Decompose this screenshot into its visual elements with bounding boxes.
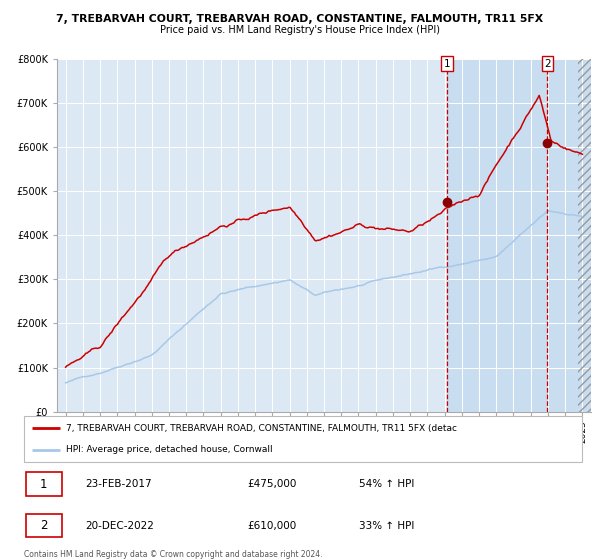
FancyBboxPatch shape xyxy=(26,473,62,496)
Text: 20-DEC-2022: 20-DEC-2022 xyxy=(85,521,154,530)
Text: £475,000: £475,000 xyxy=(247,479,296,489)
Text: 1: 1 xyxy=(40,478,47,491)
FancyBboxPatch shape xyxy=(26,514,62,538)
Text: 7, TREBARVAH COURT, TREBARVAH ROAD, CONSTANTINE, FALMOUTH, TR11 5FX: 7, TREBARVAH COURT, TREBARVAH ROAD, CONS… xyxy=(56,14,544,24)
Text: £610,000: £610,000 xyxy=(247,521,296,530)
Text: 2: 2 xyxy=(40,519,47,532)
Bar xyxy=(578,59,591,412)
Text: 23-FEB-2017: 23-FEB-2017 xyxy=(85,479,152,489)
Text: 1: 1 xyxy=(443,59,451,69)
Text: 7, TREBARVAH COURT, TREBARVAH ROAD, CONSTANTINE, FALMOUTH, TR11 5FX (detac: 7, TREBARVAH COURT, TREBARVAH ROAD, CONS… xyxy=(66,424,457,433)
Text: Price paid vs. HM Land Registry's House Price Index (HPI): Price paid vs. HM Land Registry's House … xyxy=(160,25,440,35)
Text: 2: 2 xyxy=(544,59,551,69)
Text: Contains HM Land Registry data © Crown copyright and database right 2024.
This d: Contains HM Land Registry data © Crown c… xyxy=(24,550,323,560)
Bar xyxy=(447,59,591,412)
Text: 33% ↑ HPI: 33% ↑ HPI xyxy=(359,521,414,530)
Text: HPI: Average price, detached house, Cornwall: HPI: Average price, detached house, Corn… xyxy=(66,445,272,454)
FancyBboxPatch shape xyxy=(24,416,582,462)
Text: 54% ↑ HPI: 54% ↑ HPI xyxy=(359,479,414,489)
